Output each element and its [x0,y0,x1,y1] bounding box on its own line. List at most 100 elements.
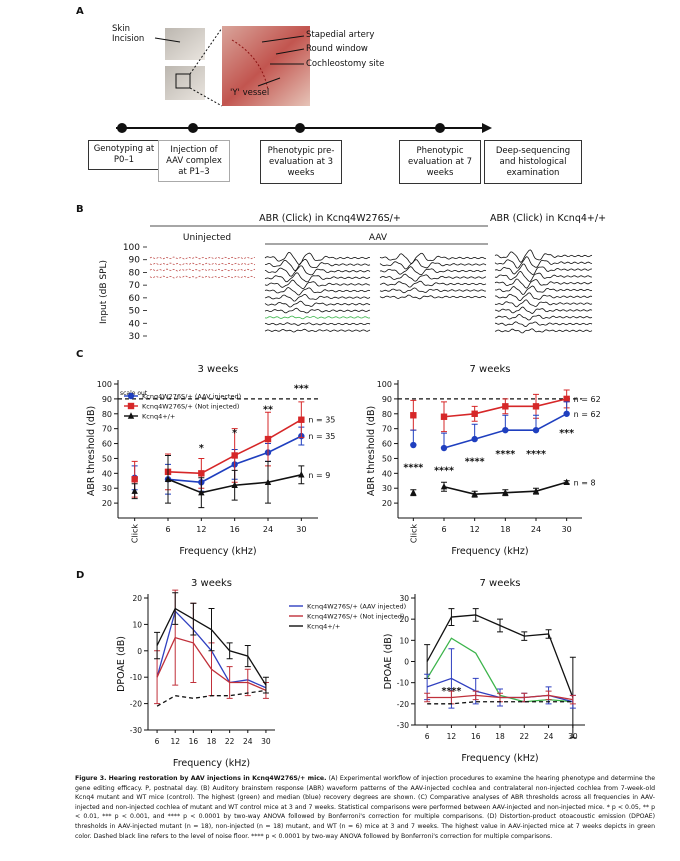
abr-trace [379,294,487,300]
data-point [563,478,570,485]
panel-letter: A [76,6,84,17]
x-tick-label: 30 [296,525,306,534]
y-tick-label: 80 [129,268,141,278]
y-tick-label: 50 [129,307,141,317]
timeline-dot [435,123,445,133]
series-line [156,636,267,691]
y-axis-label: ABR threshold (dB) [366,406,377,496]
reference-label: scale out [120,390,148,397]
x-tick-label: 12 [196,525,206,534]
photo-label: 'Y' vessel [230,88,270,98]
abr-trace [494,263,592,276]
data-point [532,403,540,410]
data-point [131,476,138,483]
x-axis-label: Frequency (kHz) [173,758,250,769]
x-tick-label: 18 [500,525,510,534]
legend-label: Kcnq4W276S/+ (AAV injected) [307,603,406,611]
caption-title: Hearing restoration by AAV injections in… [108,775,327,782]
timeline-box: Genotyping at P0–1 [88,140,160,170]
chart-title: 3 weeks [197,364,238,375]
timeline-box: Phenotypic pre-evaluation at 3 weeks [260,140,342,184]
annotation: **** [441,686,461,697]
chart-title: 7 weeks [469,364,510,375]
y-tick-label: 80 [102,410,112,419]
chart-title: 7 weeks [479,578,520,589]
data-point [198,488,205,496]
x-tick-label: 22 [225,737,235,746]
data-point [410,441,417,449]
y-tick-label: 100 [377,380,392,389]
abr-trace [379,266,487,276]
error-bar [262,676,269,694]
x-tick-label: 18 [495,732,505,741]
series-line [426,614,574,698]
y-tick-label: 10 [399,636,409,645]
data-point [127,412,135,419]
x-tick-label: 6 [155,737,160,746]
abr-trace [379,280,487,288]
abr-trace [264,279,371,290]
data-point [264,435,272,443]
annotation: **** [495,449,515,460]
annotation: **** [403,462,423,473]
legend-label: Kcnq4W276S/+ (AAV injected) [142,393,241,401]
zoom-line [189,27,223,75]
data-point [298,416,305,423]
timeline-box: Phenotypic evaluation at 7 weeks [399,140,481,184]
legend-label: Kcnq4+/+ [307,623,340,631]
annotation: ** [263,404,273,415]
group-label: AAV [369,233,388,243]
data-point [127,392,135,400]
data-point [440,444,448,452]
pointer [275,48,305,55]
timeline-dot [117,123,127,133]
caption: Figure 3. Hearing restoration by AAV inj… [75,774,655,841]
legend-label: Kcnq4+/+ [142,413,175,421]
abr-trace [264,272,371,283]
y-tick-label: 90 [102,395,112,404]
data-point [131,487,138,494]
abr-title: ABR (Click) in Kcnq4W276S/+ [259,213,401,224]
y-tick-label: 30 [382,484,392,493]
annotation: n = 62 [574,410,601,419]
abr-trace [494,321,593,328]
y-tick-label: 30 [129,332,141,342]
y-tick-label: -10 [397,679,409,688]
panel-a-art [116,26,492,133]
y-tick-label: 20 [132,594,142,603]
abr-trace [494,299,593,308]
abr-trace [264,328,371,333]
abr-trace [494,328,593,334]
abr-trace [494,313,593,321]
data-point [410,488,417,496]
y-tick-label: 0 [404,658,409,667]
x-tick-label: Click [131,524,140,543]
abr-trace [494,270,592,282]
y-tick-label: 70 [102,425,112,434]
y-tick-label: 30 [399,594,409,603]
abr-trace [264,322,371,326]
abr-trace [264,293,371,302]
y-tick-label: 20 [102,499,112,508]
x-tick-label: 6 [441,525,446,534]
abr-trace [494,285,593,296]
series-line [427,701,573,705]
y-tick-label: 100 [123,243,140,253]
abr-title: ABR (Click) in Kcnq4+/+ [490,213,606,224]
x-tick-label: 12 [170,737,180,746]
annotation: * [199,443,204,454]
y-tick-label: 60 [102,440,112,449]
data-point [164,475,172,482]
vessel-trace [231,39,269,91]
x-tick-label: 16 [189,737,199,746]
y-tick-label: 20 [399,615,409,624]
x-tick-label: 6 [165,525,170,534]
abr-trace [379,252,487,264]
photo-surgery [165,66,205,100]
abr-trace [379,287,487,294]
x-tick-label: 6 [425,732,430,741]
y-tick-label: 70 [382,425,392,434]
annotation: * [232,428,237,439]
caption-label: Figure 3. [75,775,107,782]
y-tick-label: -20 [397,700,409,709]
